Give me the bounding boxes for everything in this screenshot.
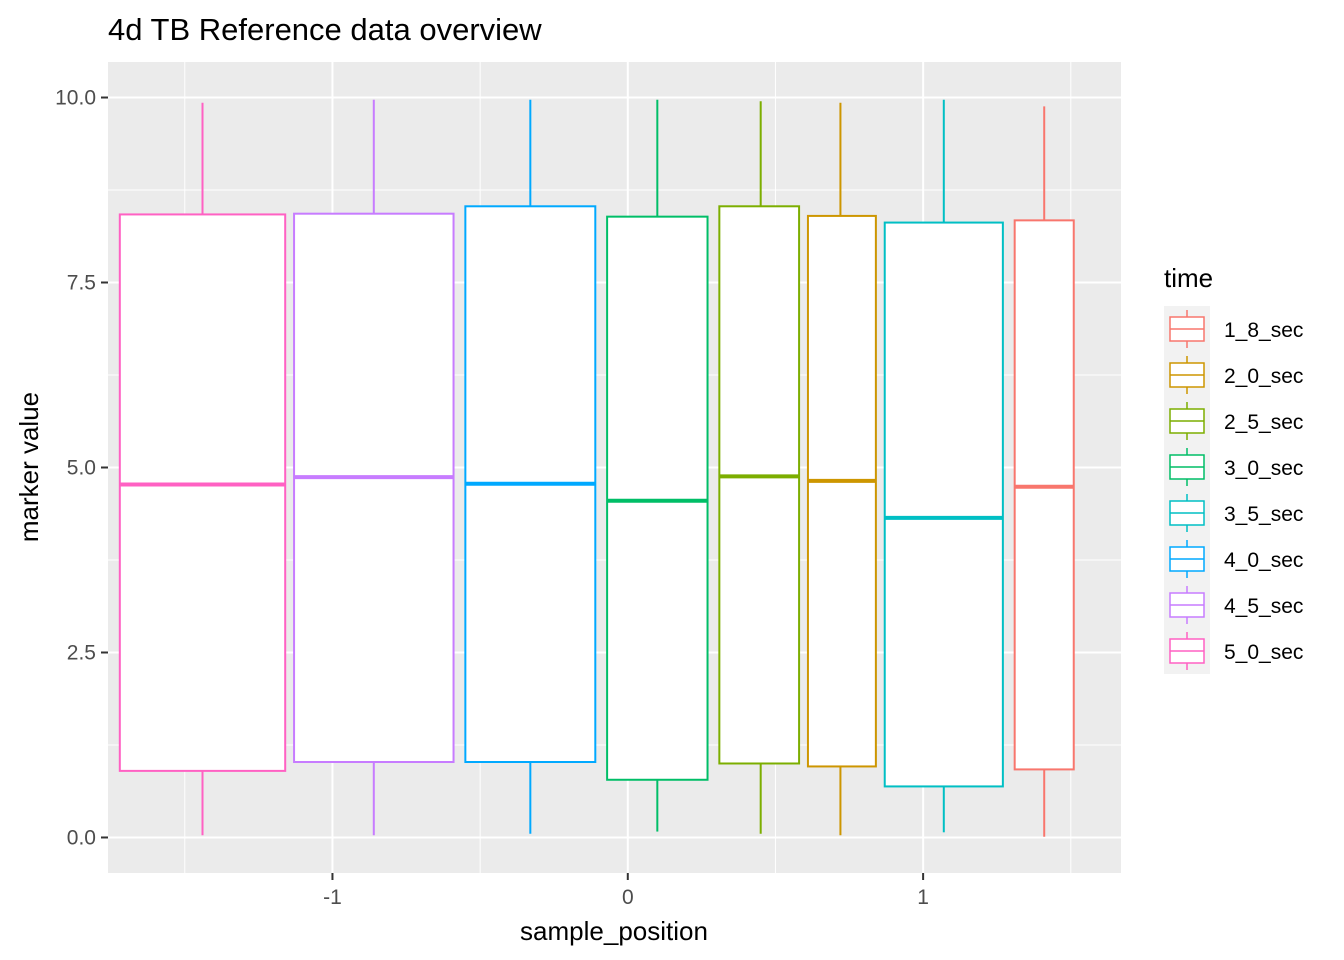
y-tick-label: 10.0	[55, 87, 96, 110]
chart-title: 4d TB Reference data overview	[108, 12, 542, 47]
box-body	[718, 205, 801, 765]
legend-label: 5_0_sec	[1224, 641, 1303, 664]
y-tick-label: 0.0	[67, 826, 96, 849]
legend-item-4_0_sec: 4_0_sec	[1169, 540, 1303, 578]
box-2_0_sec	[806, 102, 877, 836]
y-tick-label: 7.5	[67, 272, 96, 295]
box-1_8_sec	[1013, 106, 1075, 837]
legend-item-1_8_sec: 1_8_sec	[1169, 310, 1303, 348]
x-axis: -1 0 1	[323, 873, 929, 909]
y-tick-label: 5.0	[67, 457, 96, 480]
box-2_5_sec	[718, 101, 801, 834]
x-tick-label: -1	[323, 886, 342, 909]
legend-label: 4_0_sec	[1224, 549, 1303, 572]
x-axis-title: sample_position	[520, 916, 708, 946]
box-3_5_sec	[883, 99, 1004, 833]
legend-item-5_0_sec: 5_0_sec	[1169, 632, 1303, 670]
box-body	[883, 221, 1004, 788]
legend-item-3_5_sec: 3_5_sec	[1169, 494, 1303, 532]
legend-label: 2_5_sec	[1224, 411, 1303, 434]
boxes	[118, 99, 1075, 837]
box-4_0_sec	[464, 99, 597, 834]
box-body	[806, 214, 877, 768]
legend-title: time	[1164, 263, 1213, 293]
legend-label: 3_0_sec	[1224, 457, 1303, 480]
box-body	[1013, 219, 1075, 771]
legend-label: 3_5_sec	[1224, 503, 1303, 526]
box-5_0_sec	[118, 102, 287, 836]
box-4_5_sec	[293, 99, 455, 836]
legend-item-2_5_sec: 2_5_sec	[1169, 402, 1303, 440]
legend-item-2_0_sec: 2_0_sec	[1169, 356, 1303, 394]
x-tick-label: 1	[917, 886, 929, 909]
legend: time 1_8_sec 2_0_sec 2_5_sec 3_0_sec 3_5_sec…	[1164, 263, 1303, 674]
y-axis: 0.0 2.5 5.0 7.5 10.0	[55, 87, 108, 849]
legend-item-4_5_sec: 4_5_sec	[1169, 586, 1303, 624]
y-tick-label: 2.5	[67, 641, 96, 664]
legend-label: 2_0_sec	[1224, 365, 1303, 388]
legend-label: 4_5_sec	[1224, 595, 1303, 618]
y-axis-title: marker value	[14, 392, 44, 542]
box-body	[606, 215, 709, 781]
x-tick-label: 0	[622, 886, 634, 909]
box-body	[118, 213, 287, 772]
legend-label: 1_8_sec	[1224, 319, 1303, 342]
legend-item-3_0_sec: 3_0_sec	[1169, 448, 1303, 486]
box-body	[293, 212, 455, 764]
box-3_0_sec	[606, 99, 709, 832]
